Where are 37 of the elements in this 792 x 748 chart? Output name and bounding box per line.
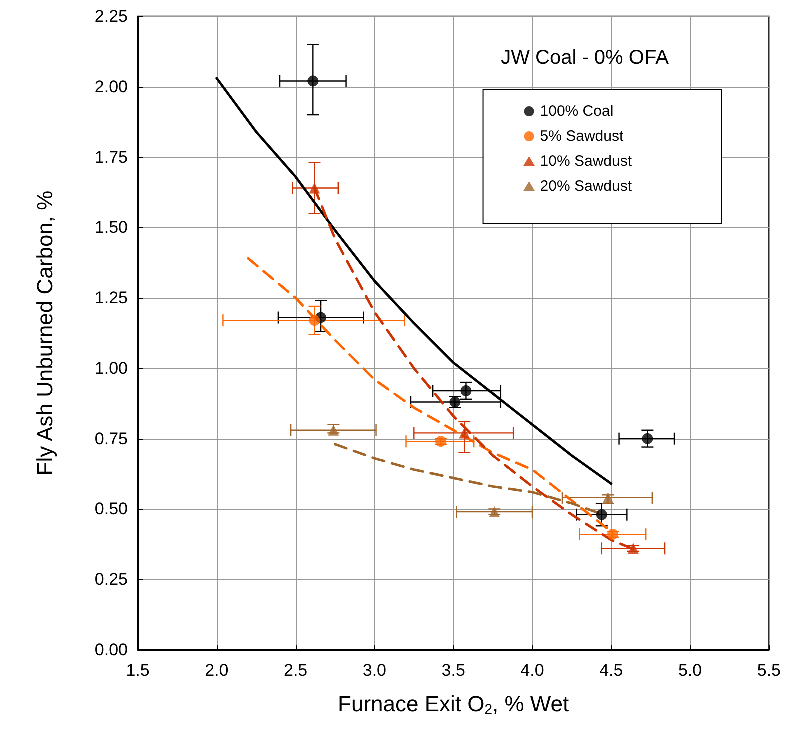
y-tick-label: 0.25 [94,570,128,590]
point [489,506,500,518]
y-tick-label: 2.00 [94,77,128,96]
x-axis-title: Furnace Exit O2, % Wet [338,692,570,717]
x-tick-label: 5.5 [757,661,782,680]
x-tick-label: 3.0 [362,661,387,680]
y-tick-label: 1.75 [94,148,128,167]
x-tick-label: 4.0 [520,661,544,680]
x-tick-label: 2.0 [205,661,229,680]
point [460,385,472,396]
legend-label: 10% Sawdust [540,153,633,170]
y-tick-label: 2.25 [94,7,128,26]
legend-label: 20% Sawdust [540,178,633,195]
y-tick-label: 0.50 [94,500,128,519]
legend-label: 100% Coal [540,103,614,120]
x-tick-label: 3.5 [442,661,466,680]
x-tick-label: 5.0 [678,661,702,680]
y-tick-label: 1.25 [94,288,128,308]
x-tick-label: 4.5 [600,661,624,680]
point [459,428,470,439]
point [308,76,319,87]
y-tick-label: 0.00 [94,640,128,660]
y-tick-label: 1.00 [94,358,128,378]
legend-title: JW Coal - 0% OFA [501,47,670,69]
point [628,543,639,554]
x-tick-label: 1.5 [126,661,150,680]
x-tick-label: 2.5 [284,661,308,680]
y-tick-label: 0.75 [94,429,128,448]
point [309,315,320,326]
y-tick-label: 1.50 [94,218,128,238]
point [309,182,320,194]
legend-label: 5% Sawdust [540,128,624,145]
point [596,509,608,520]
point [642,433,654,444]
y-axis-title: Fly Ash Unburned Carbon, % [32,190,58,476]
point [602,492,614,504]
point [607,529,618,540]
